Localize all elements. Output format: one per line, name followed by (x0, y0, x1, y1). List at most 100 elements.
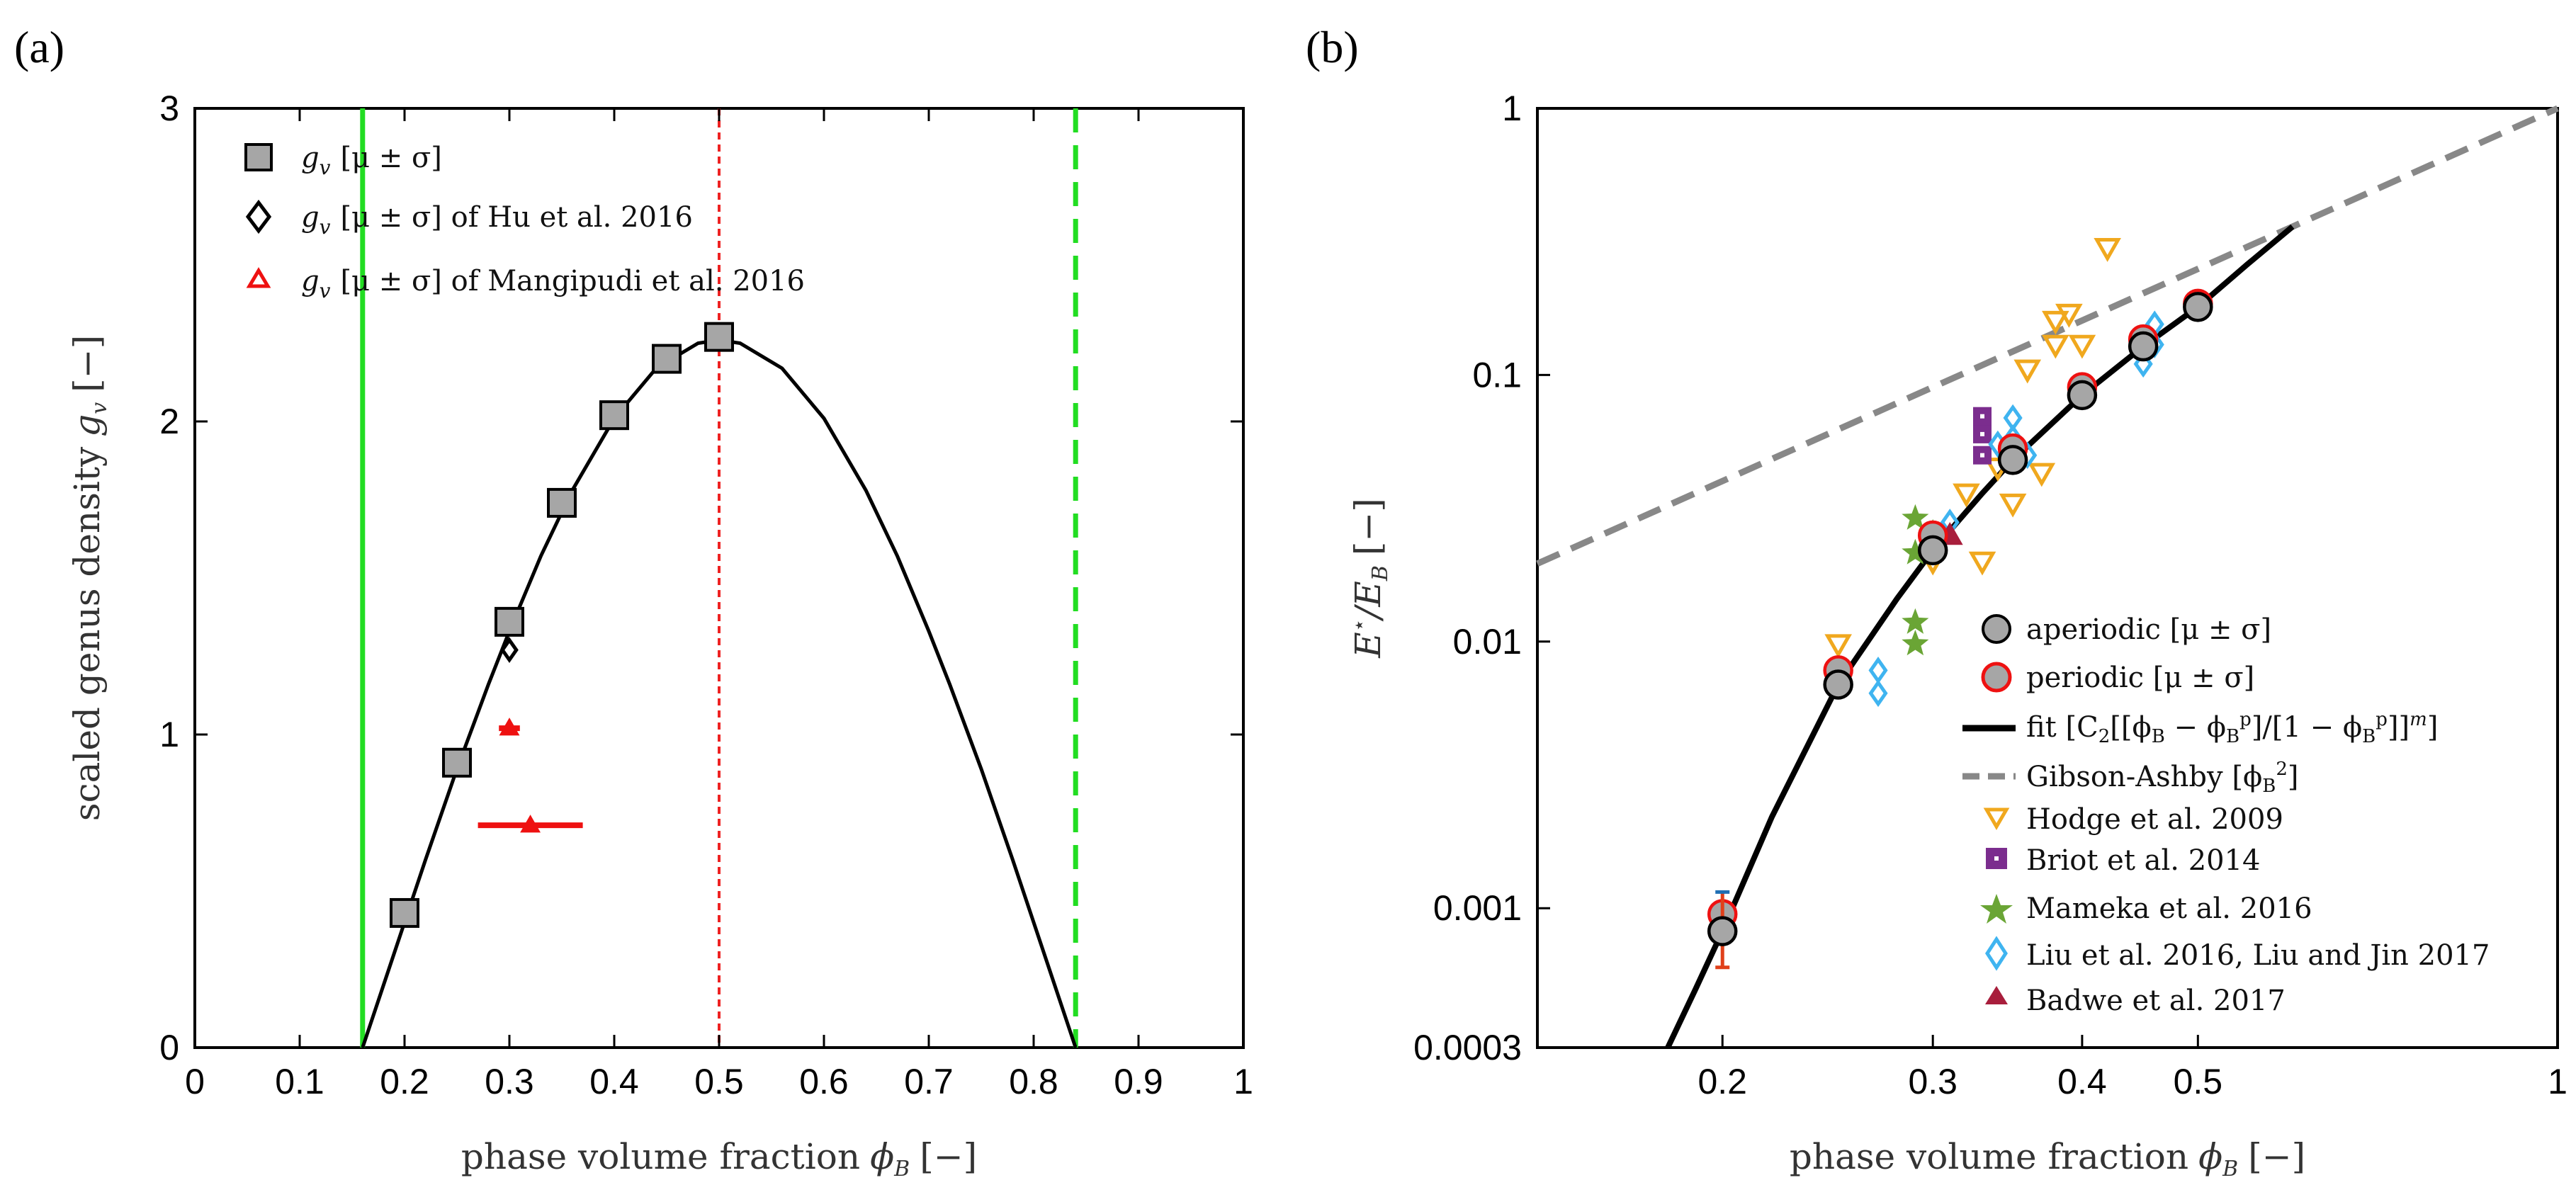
b-series-5-point-1 (1868, 657, 1888, 684)
svg-text:Gibson-Ashby [ϕB2]: Gibson-Ashby [ϕB2] (2026, 759, 2298, 797)
b-series-3-point-2-dot (1980, 414, 1985, 419)
b-xtick-label-0: 0.2 (1697, 1062, 1747, 1101)
a-xtick-label-6: 0.6 (799, 1062, 849, 1101)
b-ytick-label-4: 1 (1502, 89, 1522, 128)
a-xtick-label-5: 0.5 (694, 1062, 744, 1101)
b-series-0-point-0 (1707, 916, 1738, 946)
panel-b-xlabel-symbol: ϕ (2198, 1136, 2222, 1177)
b-xtick-label-1: 0.3 (1908, 1062, 1958, 1101)
legend-a-gv-sub-2: v (320, 215, 331, 239)
panel-b-axes-frame (1536, 107, 2559, 1049)
b-series-3-point-2 (1973, 407, 1992, 426)
panel-b-xlabel-sub: B (2222, 1157, 2238, 1181)
legend-b-marker-hodge (1983, 807, 2010, 830)
panel-a-vertical-lines (360, 108, 1078, 1048)
a-xtick-label-0: 0 (185, 1062, 205, 1101)
panel-a-xlabel-symbol: ϕ (870, 1136, 894, 1177)
b-series-5-point-5 (2003, 404, 2023, 432)
panel-a-ylabel: scaled genus density gv [−] (67, 335, 112, 821)
b-ytick-label-1: 0.001 (1433, 888, 1522, 928)
panel-b-xlabel-text: phase volume fraction (1790, 1136, 2188, 1177)
legend-b-marker-periodic (1981, 662, 2012, 693)
b-series-3-point-1-dot (1980, 431, 1985, 436)
panel-a-ylabel-unit: [−] (67, 335, 108, 392)
b-series-2-point-7 (2028, 463, 2056, 487)
panel-a-legend: gv [μ ± σ] gv [μ ± σ] of Hu et al. 2016 gv… (244, 142, 805, 302)
a-xtick-label-10: 1 (1233, 1062, 1253, 1101)
legend-b-fit-tail: ] (2427, 711, 2439, 744)
panel-a-x-ticks: 0 0.1 0.2 0.3 0.4 0.5 0.6 0.7 0.8 0.9 1 (185, 108, 1253, 1101)
b-ytick-label-2: 0.01 (1453, 622, 1522, 662)
legend-a-entry-2: [μ ± σ] of Mangipudi et al. 2016 (340, 265, 805, 297)
panel-a-y-ticks: 0 1 2 3 (159, 89, 1243, 1067)
b-series-2-point-3 (1968, 551, 1996, 576)
a-series-1-point-0 (500, 637, 519, 664)
legend-b-fit-sub: 2 (2098, 726, 2111, 747)
a-series-0-point-1 (442, 747, 472, 778)
panel-b-ylabel-sub: B (1368, 565, 1393, 582)
legend-b-entry-0: aperiodic [μ ± σ] (2026, 613, 2271, 646)
legend-a-gv-symbol-2: g (301, 201, 320, 234)
b-series-3-point-1 (1973, 424, 1992, 443)
legend-b-entry-1: periodic [μ ± σ] (2026, 662, 2254, 694)
panel-b-ylabel: E⋆/EB [−] (1347, 498, 1393, 659)
b-series-2-point-2 (1953, 483, 1980, 508)
a-series-2-point-1 (520, 815, 541, 833)
b-series-2-point-6 (2013, 359, 2042, 384)
legend-b-entry-badwe: Badwe et al. 2017 (2026, 985, 2286, 1017)
a-series-2-point-0 (499, 718, 520, 736)
legend-b-fit-prefix: fit [C (2026, 711, 2098, 744)
a-xtick-label-8: 0.8 (1009, 1062, 1058, 1101)
legend-a-entry-1: [μ ± σ] of Hu et al. 2016 (340, 201, 692, 234)
legend-a-gv-symbol: g (301, 142, 320, 174)
panel-a-xlabel-sub: B (893, 1157, 910, 1181)
legend-b-marker-badwe (1985, 986, 2008, 1004)
b-xtick-label-4: 1 (2548, 1062, 2567, 1101)
b-series-4-point-3 (1902, 504, 1929, 530)
a-series-0-point-3 (547, 487, 577, 518)
b-ytick-label-0: 0.0003 (1413, 1028, 1522, 1067)
legend-a-entry-0: [μ ± σ] (340, 142, 441, 174)
b-series-0-point-4 (2067, 380, 2098, 411)
panel-b-xlabel-unit: [−] (2248, 1136, 2305, 1177)
panel-b-ylabel-mid: /E (1348, 581, 1389, 621)
panel-b-ylabel-main: E (1348, 632, 1389, 659)
b-series-2-point-5 (1999, 493, 2027, 518)
a-xtick-label-9: 0.9 (1114, 1062, 1163, 1101)
legend-b-entry-liu: Liu et al. 2016, Liu and Jin 2017 (2026, 939, 2490, 972)
b-series-0-point-3 (1997, 445, 2028, 475)
panel-b-ylabel-unit: [−] (1348, 498, 1389, 555)
a-series-0-point-6 (704, 322, 734, 352)
legend-a-marker-square (244, 143, 273, 171)
panel-b: (b) 0.2 0.3 0.4 0.5 1 0.0003 0.001 0.01 0.1 1 ap… (1306, 22, 2567, 1181)
b-series-4-point-0 (1902, 630, 1929, 656)
panel-a-series-group (390, 322, 734, 928)
svg-text:gv[μ ± σ]: gv [μ ± σ] (301, 142, 442, 179)
b-series-2-point-10 (2055, 303, 2083, 328)
legend-a-gv-symbol-3: g (301, 265, 320, 297)
legend-a-marker-diamond (245, 199, 272, 234)
a-series-0-point-4 (599, 400, 629, 431)
legend-b-entry-mameka: Mameka et al. 2016 (2026, 892, 2312, 925)
b-series-5-point-0 (1868, 679, 1888, 708)
b-series-2-point-11 (2068, 334, 2096, 359)
a-series-0-point-2 (495, 606, 524, 637)
legend-b-fit-sub-b: B (2152, 726, 2165, 747)
legend-b-gibson-sub: B (2262, 776, 2276, 797)
b-series-3-point-0-dot (1980, 453, 1985, 458)
b-series-3-point-0 (1973, 446, 1992, 465)
panel-b-series-group (1707, 238, 2213, 970)
svg-text:fit [C2[[ϕB − ϕBp]/[1 − ϕBp]]m: fit [C2[[ϕB − ϕBp]/[1 − ϕBp]]m] (2026, 709, 2438, 747)
b-series-0-point-6 (2183, 292, 2213, 322)
a-xtick-label-7: 0.7 (904, 1062, 954, 1101)
b-series-0-point-2 (1917, 535, 1948, 566)
panel-a-ylabel-symbol: g (67, 414, 108, 437)
a-ytick-label-0: 0 (159, 1028, 179, 1067)
legend-a-marker-triangle (246, 267, 271, 288)
panel-a-xlabel-unit: [−] (920, 1136, 977, 1177)
a-series-0-point-5 (652, 344, 682, 374)
legend-b-fit-mid: [[ϕ (2110, 711, 2151, 744)
a-ytick-label-3: 3 (159, 89, 179, 128)
panel-b-x-ticks: 0.2 0.3 0.4 0.5 1 (1697, 1035, 2567, 1101)
